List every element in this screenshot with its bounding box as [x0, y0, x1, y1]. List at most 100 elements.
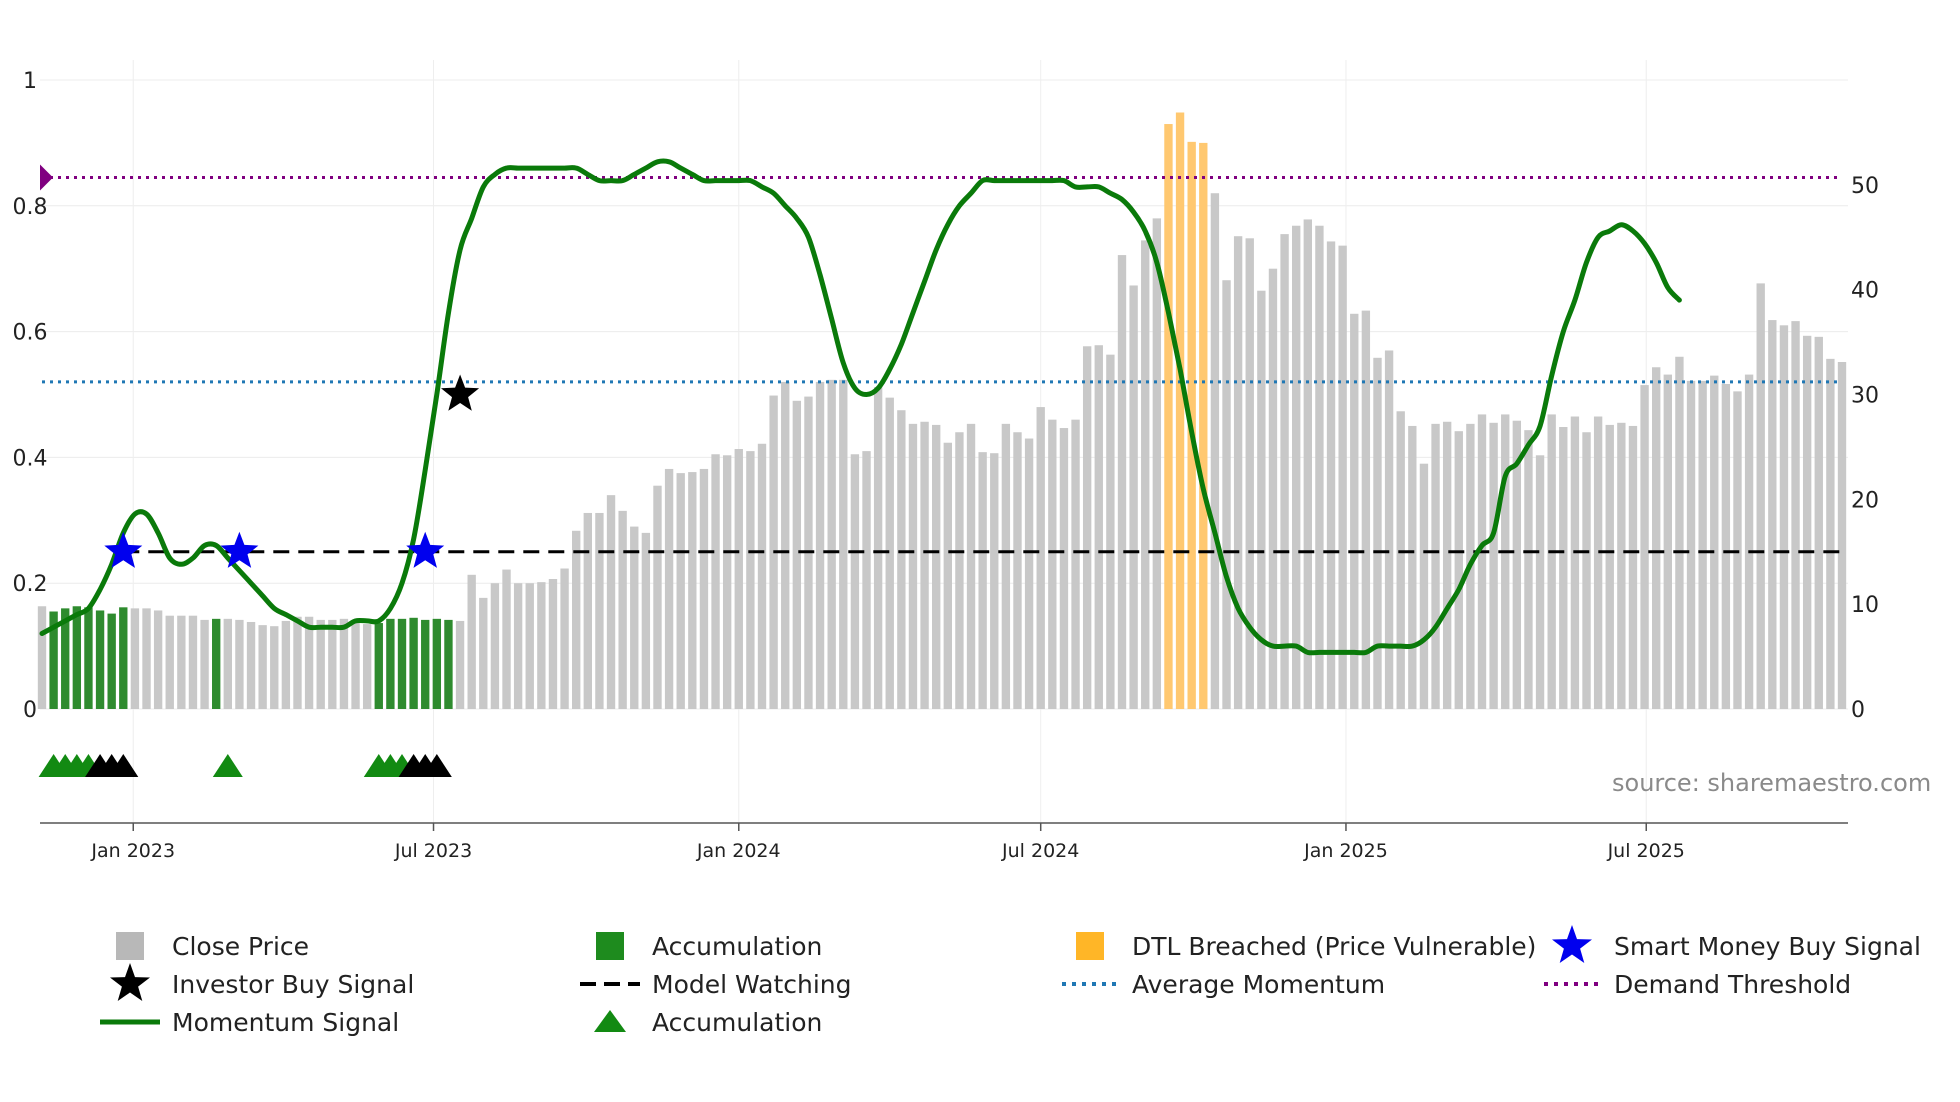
close-price-bar	[664, 468, 674, 709]
close-price-bar	[1698, 380, 1707, 709]
legend-label: Momentum Signal	[172, 1008, 399, 1037]
x-tick-label: Jan 2025	[1303, 840, 1388, 862]
close-price-bar	[1001, 423, 1011, 709]
close-price-bar	[711, 454, 720, 709]
close-price-bar	[1826, 358, 1835, 709]
close-price-bar	[1454, 431, 1463, 709]
legend-item: Demand Threshold	[1544, 970, 1851, 999]
close-price-bar	[1036, 407, 1045, 709]
close-price-bar	[1117, 255, 1127, 710]
accumulation-bar	[409, 617, 418, 709]
close-price-bar	[246, 621, 256, 709]
close-price-bar	[467, 574, 476, 709]
right-tick-label: 30	[1851, 384, 1879, 409]
left-tick-label: 0	[23, 698, 37, 723]
accumulation-triangle	[108, 754, 139, 777]
close-price-bar	[490, 583, 500, 709]
close-price-bar	[1233, 236, 1243, 709]
left-tick-label: 0.4	[13, 446, 48, 471]
smart-money-buy-star	[104, 531, 143, 568]
close-price-bar	[1477, 414, 1487, 709]
legend-star-icon	[110, 963, 150, 1001]
legend-item: Accumulation	[596, 932, 822, 961]
close-price-bar	[757, 443, 767, 709]
close-price-bar	[1210, 193, 1220, 710]
legend-item: DTL Breached (Price Vulnerable)	[1076, 932, 1536, 961]
close-price-bar	[572, 530, 581, 709]
close-price-bar	[792, 400, 802, 709]
legend-label: DTL Breached (Price Vulnerable)	[1132, 932, 1536, 961]
close-price-bar	[676, 473, 685, 709]
close-price-bar	[734, 449, 743, 709]
investor-buy-star	[441, 374, 480, 411]
right-tick-label: 10	[1851, 593, 1879, 618]
x-tick-label: Jul 2025	[1607, 840, 1685, 862]
close-price-bar	[1652, 367, 1661, 709]
legend-item: Close Price	[116, 932, 309, 961]
close-price-bar	[1501, 414, 1510, 709]
x-tick-label: Jan 2023	[90, 840, 175, 862]
bar-series	[37, 112, 1847, 710]
demand-threshold-marker	[40, 164, 53, 191]
close-price-bar	[1686, 380, 1696, 709]
legend: Close Price Accumulation DTL Breached (Pri…	[100, 925, 1921, 1037]
close-price-bar	[1768, 320, 1777, 709]
close-price-bar	[1373, 357, 1382, 709]
dtl-breached-bar	[1164, 124, 1173, 709]
close-price-bar	[1419, 463, 1429, 709]
grid	[40, 60, 1848, 823]
close-price-bar	[920, 421, 929, 709]
close-price-bar	[130, 608, 140, 709]
right-tick-label: 40	[1851, 279, 1879, 304]
close-price-bar	[1059, 428, 1069, 709]
close-price-bar	[1721, 384, 1731, 709]
x-tick-label: Jul 2023	[394, 840, 472, 862]
close-price-bar	[1338, 245, 1347, 710]
close-price-bar	[1431, 423, 1440, 709]
line-series	[39, 158, 1842, 656]
accumulation-bar	[421, 619, 430, 709]
close-price-bar	[1663, 374, 1672, 709]
close-price-bar	[1384, 350, 1394, 709]
close-price-bar	[1512, 420, 1522, 709]
accumulation-bar	[49, 611, 58, 709]
close-price-bar	[1744, 374, 1754, 709]
legend-item: Accumulation	[594, 1008, 822, 1037]
close-price-bar	[235, 619, 244, 709]
close-price-bar	[966, 423, 976, 709]
source-credit: source: sharemaestro.com	[1612, 769, 1931, 797]
right-tick-label: 50	[1851, 174, 1879, 199]
legend-label: Close Price	[172, 932, 309, 961]
close-price-bar	[873, 387, 883, 709]
momentum-signal-line	[39, 158, 1682, 656]
accumulation-bar	[432, 618, 442, 709]
legend-square-icon	[1076, 932, 1104, 960]
close-price-bar	[885, 397, 894, 709]
accumulation-bar	[61, 608, 70, 709]
close-price-bar	[1280, 234, 1289, 710]
close-price-bar	[1326, 241, 1336, 709]
close-price-bar	[943, 442, 952, 709]
close-price-bar	[1814, 336, 1823, 709]
axes: Jan 2023 Jul 2023 Jan 2024 Jul 2024 Jan 2025…	[13, 69, 1880, 862]
close-price-bar	[815, 381, 825, 709]
close-price-bar	[1547, 414, 1556, 709]
legend-label: Accumulation	[652, 1008, 822, 1037]
close-price-bar	[560, 568, 569, 709]
legend-label: Demand Threshold	[1614, 970, 1851, 999]
accumulation-bar	[397, 618, 407, 709]
close-price-bar	[722, 455, 732, 709]
legend-label: Average Momentum	[1132, 970, 1385, 999]
close-price-bar	[1106, 354, 1115, 709]
close-price-bar	[1605, 424, 1614, 709]
close-price-bar	[781, 381, 790, 709]
close-price-bar	[270, 626, 279, 709]
close-price-bar	[339, 618, 349, 709]
close-price-bar	[1013, 432, 1022, 709]
accumulation-triangle	[421, 754, 452, 777]
close-price-bar	[897, 410, 906, 709]
close-price-bar	[316, 619, 325, 709]
close-price-bar	[1442, 421, 1452, 709]
close-price-bar	[188, 615, 198, 709]
close-price-bar	[688, 472, 697, 709]
